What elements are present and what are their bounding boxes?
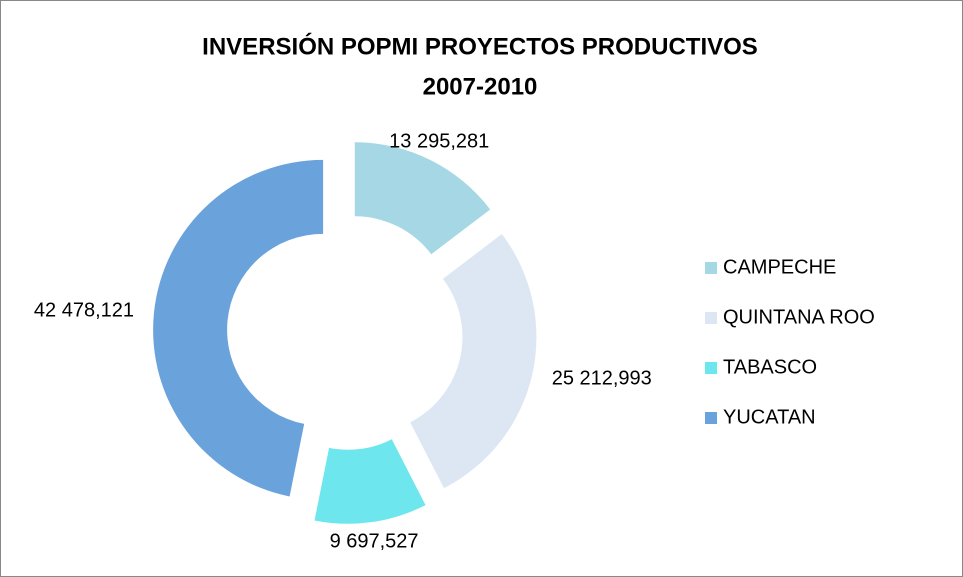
legend-swatch: [705, 262, 717, 274]
data-label: 42 478,121: [34, 299, 134, 321]
chart-subtitle: 2007-2010: [423, 73, 538, 100]
data-label: 13 295,281: [389, 130, 489, 152]
legend-label: CAMPECHE: [723, 256, 836, 278]
legend-swatch: [705, 362, 717, 374]
legend-label: TABASCO: [723, 356, 817, 378]
donut-segment: [314, 439, 426, 524]
data-label: 25 212,993: [552, 367, 652, 389]
legend-label: YUCATAN: [723, 406, 816, 428]
legend-swatch: [705, 412, 717, 424]
donut-segment: [410, 234, 537, 489]
data-label: 9 697,527: [330, 530, 419, 552]
legend-label: QUINTANA ROO: [723, 306, 875, 328]
donut-segment: [354, 142, 491, 255]
donut-segment: [153, 159, 324, 497]
legend-swatch: [705, 312, 717, 324]
chart-title: INVERSIÓN POPMI PROYECTOS PRODUCTIVOS: [202, 32, 758, 60]
